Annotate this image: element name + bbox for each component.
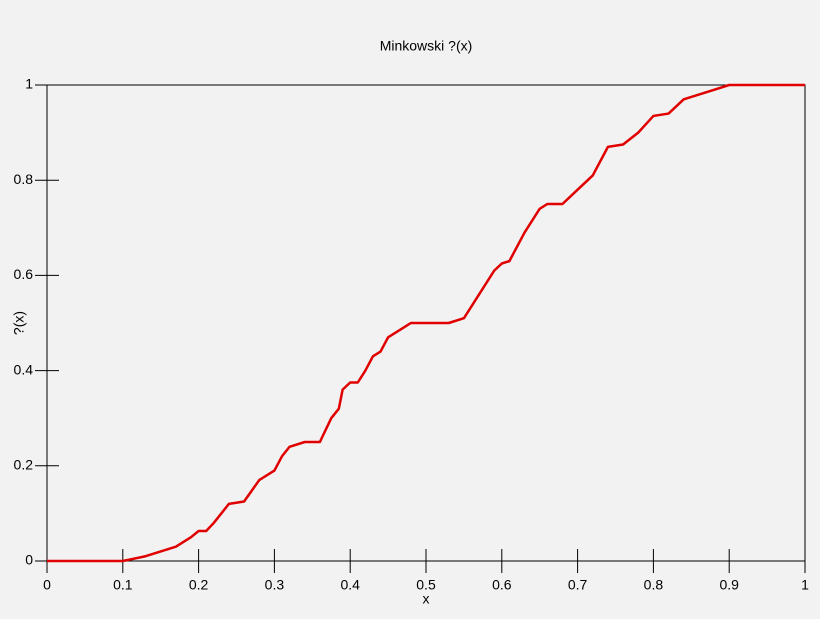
x-tick-label: 0.6 [492, 577, 512, 593]
x-tick-label: 0.7 [568, 577, 588, 593]
y-tick-label: 1 [25, 76, 33, 92]
y-tick-label: 0.4 [14, 361, 34, 377]
y-tick-label: 0.2 [14, 457, 34, 473]
x-tick-label: 0 [43, 577, 51, 593]
x-tick-label: 0.4 [340, 577, 360, 593]
x-tick-label: 0.9 [719, 577, 739, 593]
x-tick-label: 0.2 [189, 577, 209, 593]
y-tick-label: 0 [25, 552, 33, 568]
x-tick-label: 0.3 [265, 577, 285, 593]
y-axis-label: ?(x) [11, 311, 27, 335]
chart-title: Minkowski ?(x) [380, 38, 473, 54]
y-tick-label: 0.8 [14, 171, 34, 187]
x-tick-label: 0.8 [644, 577, 664, 593]
x-tick-label: 0.5 [416, 577, 436, 593]
x-tick-label: 1 [801, 577, 809, 593]
y-tick-label: 0.6 [14, 266, 34, 282]
series-line [47, 83, 805, 563]
x-axis-label: x [423, 591, 430, 607]
x-tick-label: 0.1 [113, 577, 133, 593]
